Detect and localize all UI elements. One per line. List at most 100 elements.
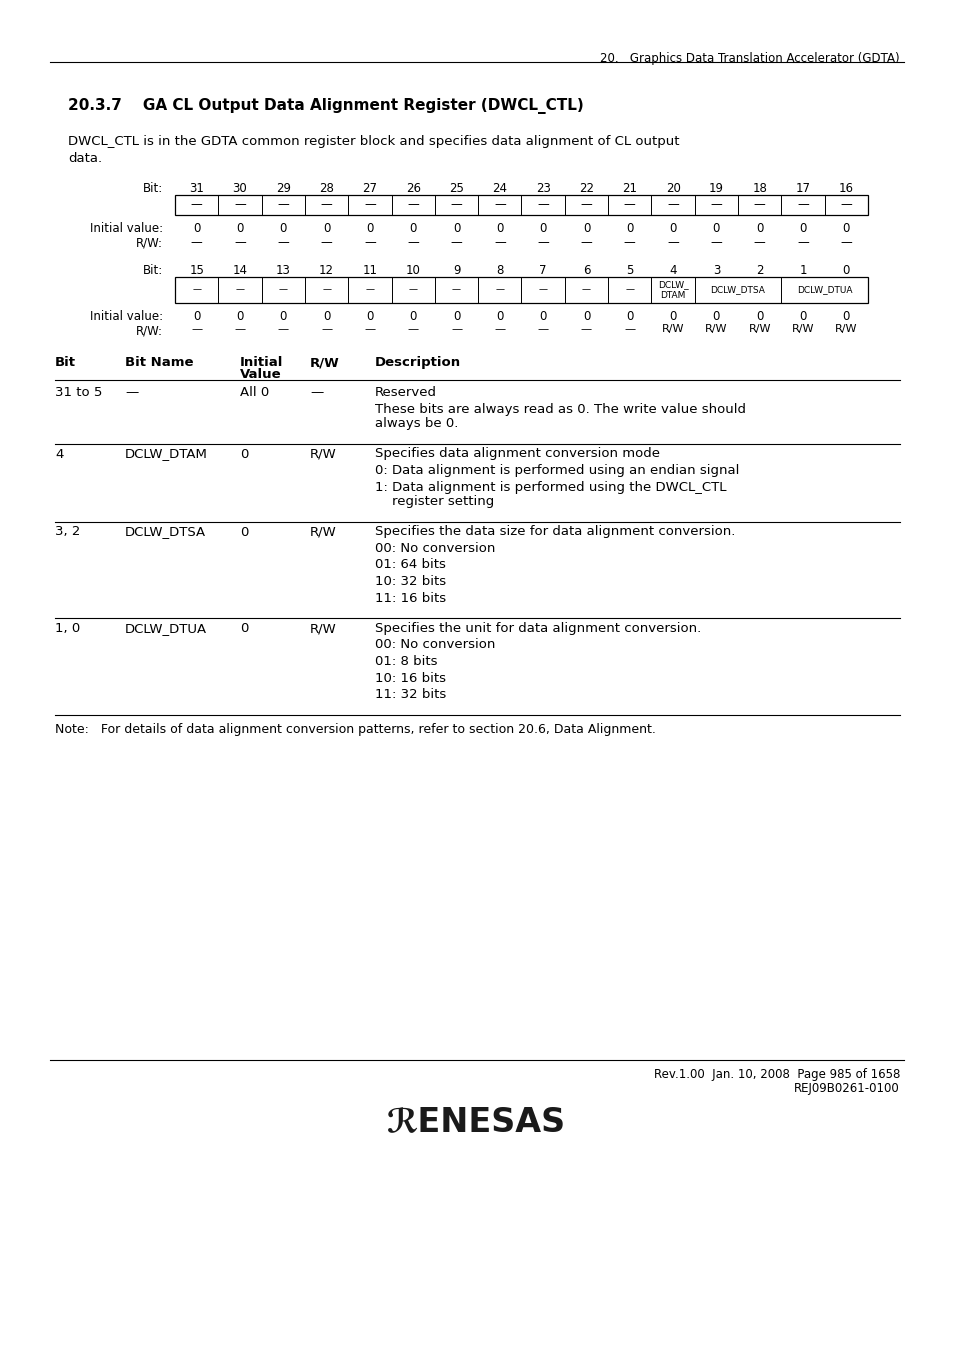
Text: R/W: R/W xyxy=(310,356,339,369)
Text: 0: 0 xyxy=(625,221,633,235)
Text: 16: 16 xyxy=(838,182,853,194)
Text: 0: 0 xyxy=(712,221,720,235)
Text: —: — xyxy=(365,285,374,294)
Text: —: — xyxy=(840,198,851,212)
Text: —: — xyxy=(364,236,375,248)
Text: —: — xyxy=(580,198,592,212)
Text: —: — xyxy=(191,324,202,333)
Text: 20: 20 xyxy=(665,182,679,194)
Text: —: — xyxy=(233,198,246,212)
Text: R/W:: R/W: xyxy=(136,324,163,338)
Text: 5: 5 xyxy=(625,265,633,277)
Text: R/W: R/W xyxy=(834,324,857,333)
Text: 0: 0 xyxy=(669,221,676,235)
Text: —: — xyxy=(495,285,504,294)
Text: R/W: R/W xyxy=(791,324,814,333)
Text: —: — xyxy=(753,236,765,248)
Text: 1: 1 xyxy=(799,265,806,277)
Text: 0: 0 xyxy=(453,310,459,323)
Text: 0: 0 xyxy=(240,447,248,460)
Text: 21: 21 xyxy=(621,182,637,194)
Text: Initial: Initial xyxy=(240,356,283,369)
Text: —: — xyxy=(623,236,635,248)
Text: 4: 4 xyxy=(669,265,676,277)
Text: Initial value:: Initial value: xyxy=(90,221,163,235)
Text: —: — xyxy=(321,324,332,333)
Text: —: — xyxy=(277,236,289,248)
Text: 20.3.7    GA CL Output Data Alignment Register (DWCL_CTL): 20.3.7 GA CL Output Data Alignment Regis… xyxy=(68,99,583,113)
Text: Specifies data alignment conversion mode: Specifies data alignment conversion mode xyxy=(375,447,659,460)
Text: —: — xyxy=(494,236,505,248)
Text: 0: 0 xyxy=(409,221,416,235)
Text: 2: 2 xyxy=(755,265,762,277)
Text: —: — xyxy=(840,236,851,248)
Text: 26: 26 xyxy=(405,182,420,194)
Text: 0: 0 xyxy=(240,525,248,539)
Text: 0: 0 xyxy=(582,310,590,323)
Text: —: — xyxy=(494,198,505,212)
Text: REJ09B0261-0100: REJ09B0261-0100 xyxy=(794,1081,899,1095)
Text: 0: 0 xyxy=(240,622,248,634)
Text: 31: 31 xyxy=(189,182,204,194)
Text: —: — xyxy=(710,236,721,248)
Text: —: — xyxy=(364,198,375,212)
Text: 18: 18 xyxy=(752,182,766,194)
Text: —: — xyxy=(450,236,462,248)
Text: —: — xyxy=(624,285,634,294)
Text: 0: 0 xyxy=(193,221,200,235)
Text: DCLW_DTUA: DCLW_DTUA xyxy=(796,285,852,294)
Text: —: — xyxy=(797,236,808,248)
Text: 20.   Graphics Data Translation Accelerator (GDTA): 20. Graphics Data Translation Accelerato… xyxy=(599,53,899,65)
Text: 0: 0 xyxy=(755,310,762,323)
Text: 1: Data alignment is performed using the DWCL_CTL
    register setting: 1: Data alignment is performed using the… xyxy=(375,481,726,509)
Text: 7: 7 xyxy=(538,265,546,277)
Text: 15: 15 xyxy=(189,265,204,277)
Text: data.: data. xyxy=(68,153,102,165)
Text: 0: 0 xyxy=(712,310,720,323)
Text: 0: 0 xyxy=(279,310,287,323)
Text: —: — xyxy=(623,324,635,333)
Text: —: — xyxy=(277,324,289,333)
Text: —: — xyxy=(192,285,201,294)
Text: DCLW_
DTAM: DCLW_ DTAM xyxy=(657,281,688,300)
Text: —: — xyxy=(310,386,323,400)
Text: —: — xyxy=(235,285,244,294)
Text: 22: 22 xyxy=(578,182,594,194)
Text: 0: 0 xyxy=(322,221,330,235)
Text: All 0: All 0 xyxy=(240,386,269,400)
Text: 0: 0 xyxy=(799,310,806,323)
Text: 0: 0 xyxy=(841,310,849,323)
Text: —: — xyxy=(666,198,679,212)
Text: —: — xyxy=(234,324,245,333)
Text: —: — xyxy=(538,285,547,294)
Text: R/W: R/W xyxy=(748,324,770,333)
Text: —: — xyxy=(364,324,375,333)
Text: —: — xyxy=(581,285,590,294)
Text: 0: 0 xyxy=(236,221,243,235)
Text: —: — xyxy=(537,324,548,333)
Text: 0: 0 xyxy=(409,310,416,323)
Text: Bit Name: Bit Name xyxy=(125,356,193,369)
Text: 10: 32 bits: 10: 32 bits xyxy=(375,575,446,589)
Text: 0: 0 xyxy=(496,310,503,323)
Text: 0: 0 xyxy=(538,221,546,235)
Text: R/W: R/W xyxy=(310,525,336,539)
Text: 10: 16 bits: 10: 16 bits xyxy=(375,671,446,684)
Text: 28: 28 xyxy=(319,182,334,194)
Text: —: — xyxy=(233,236,246,248)
Text: 0: Data alignment is performed using an endian signal: 0: Data alignment is performed using an … xyxy=(375,464,739,477)
Text: 3, 2: 3, 2 xyxy=(55,525,80,539)
Text: 6: 6 xyxy=(582,265,590,277)
Text: Initial value:: Initial value: xyxy=(90,310,163,323)
Text: —: — xyxy=(407,198,418,212)
Text: 11: 32 bits: 11: 32 bits xyxy=(375,688,446,701)
Text: 0: 0 xyxy=(193,310,200,323)
Text: Reserved: Reserved xyxy=(375,386,436,400)
Text: —: — xyxy=(710,198,721,212)
Text: Value: Value xyxy=(240,369,281,381)
Text: —: — xyxy=(537,198,549,212)
Text: R/W: R/W xyxy=(310,447,336,460)
Text: 19: 19 xyxy=(708,182,723,194)
Text: 01: 8 bits: 01: 8 bits xyxy=(375,655,437,668)
Text: 11: 16 bits: 11: 16 bits xyxy=(375,591,446,605)
